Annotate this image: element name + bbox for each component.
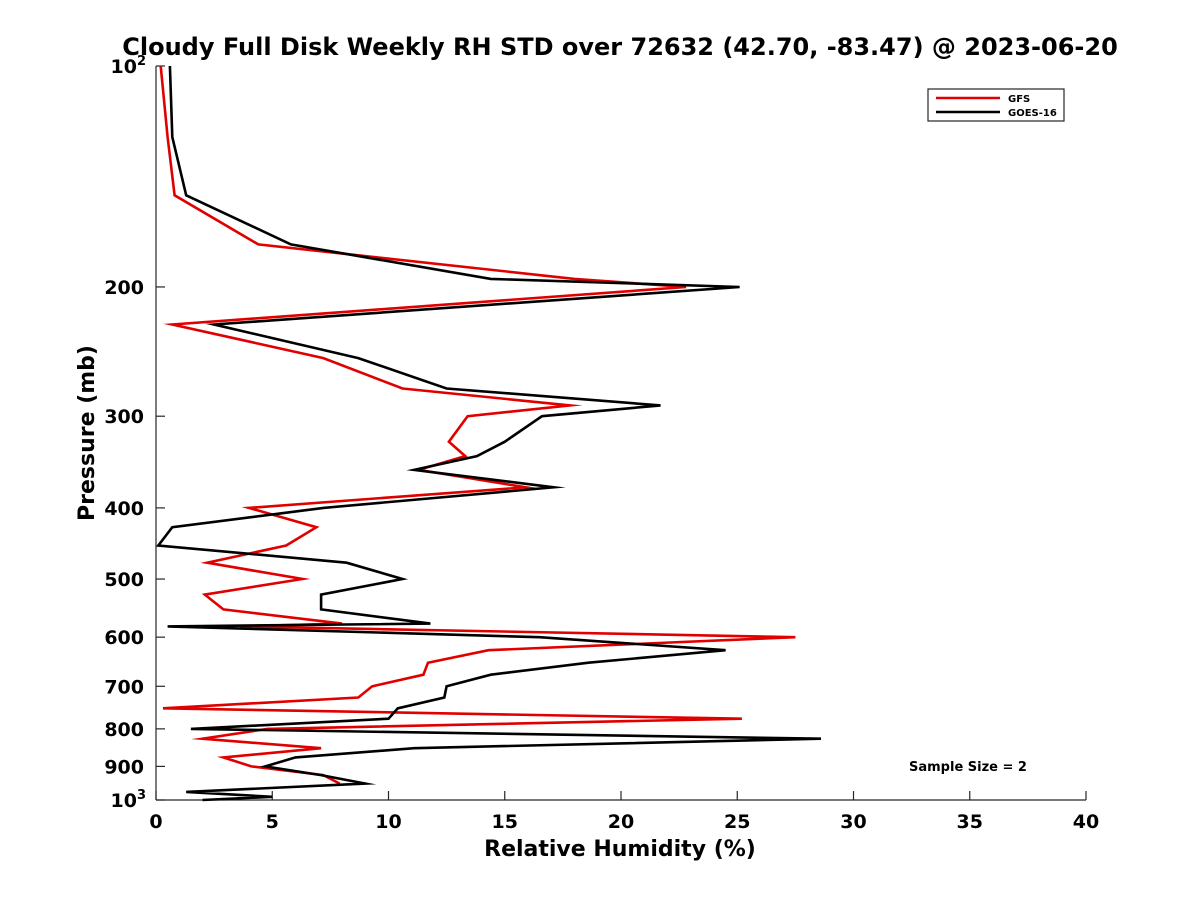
y-tick-label: 800 — [104, 719, 144, 741]
x-tick-label: 0 — [149, 811, 162, 833]
x-tick-label: 5 — [266, 811, 279, 833]
y-axis-title: Pressure (mb) — [75, 345, 100, 521]
legend: GFS GOES-16 — [927, 88, 1065, 122]
y-tick-label: 400 — [104, 498, 144, 520]
y-tick-label: 103 — [111, 788, 147, 812]
series-line-gfs — [159, 65, 796, 785]
x-tick-label: 25 — [724, 811, 750, 833]
y-tick-label: 300 — [104, 406, 144, 428]
x-axis-title: Relative Humidity (%) — [484, 837, 756, 862]
y-tick-label: 102 — [111, 54, 147, 78]
legend-box — [927, 88, 1065, 122]
chart-title: Cloudy Full Disk Weekly RH STD over 7263… — [122, 33, 1118, 61]
x-tick-label: 10 — [375, 811, 401, 833]
x-tick-label: 15 — [492, 811, 518, 833]
y-tick-label: 700 — [104, 676, 144, 698]
y-tick-label: 200 — [104, 277, 144, 299]
x-tick-label: 35 — [957, 811, 983, 833]
series-line-goes-16 — [155, 65, 822, 802]
series-lines — [155, 65, 822, 802]
y-tick-label: 900 — [104, 756, 144, 778]
x-tick-label: 20 — [608, 811, 634, 833]
sample-size-annotation: Sample Size = 2 — [909, 760, 1027, 775]
legend-label: GOES-16 — [1008, 108, 1057, 119]
legend-label: GFS — [1008, 94, 1030, 105]
y-tick-label: 600 — [104, 627, 144, 649]
x-tick-label: 30 — [840, 811, 866, 833]
axes: 0 5 10 15 20 25 30 35 40 102 200 300 400 500 600 700 800… — [104, 54, 1099, 833]
y-tick-label: 500 — [104, 569, 144, 591]
x-tick-label: 40 — [1073, 811, 1099, 833]
